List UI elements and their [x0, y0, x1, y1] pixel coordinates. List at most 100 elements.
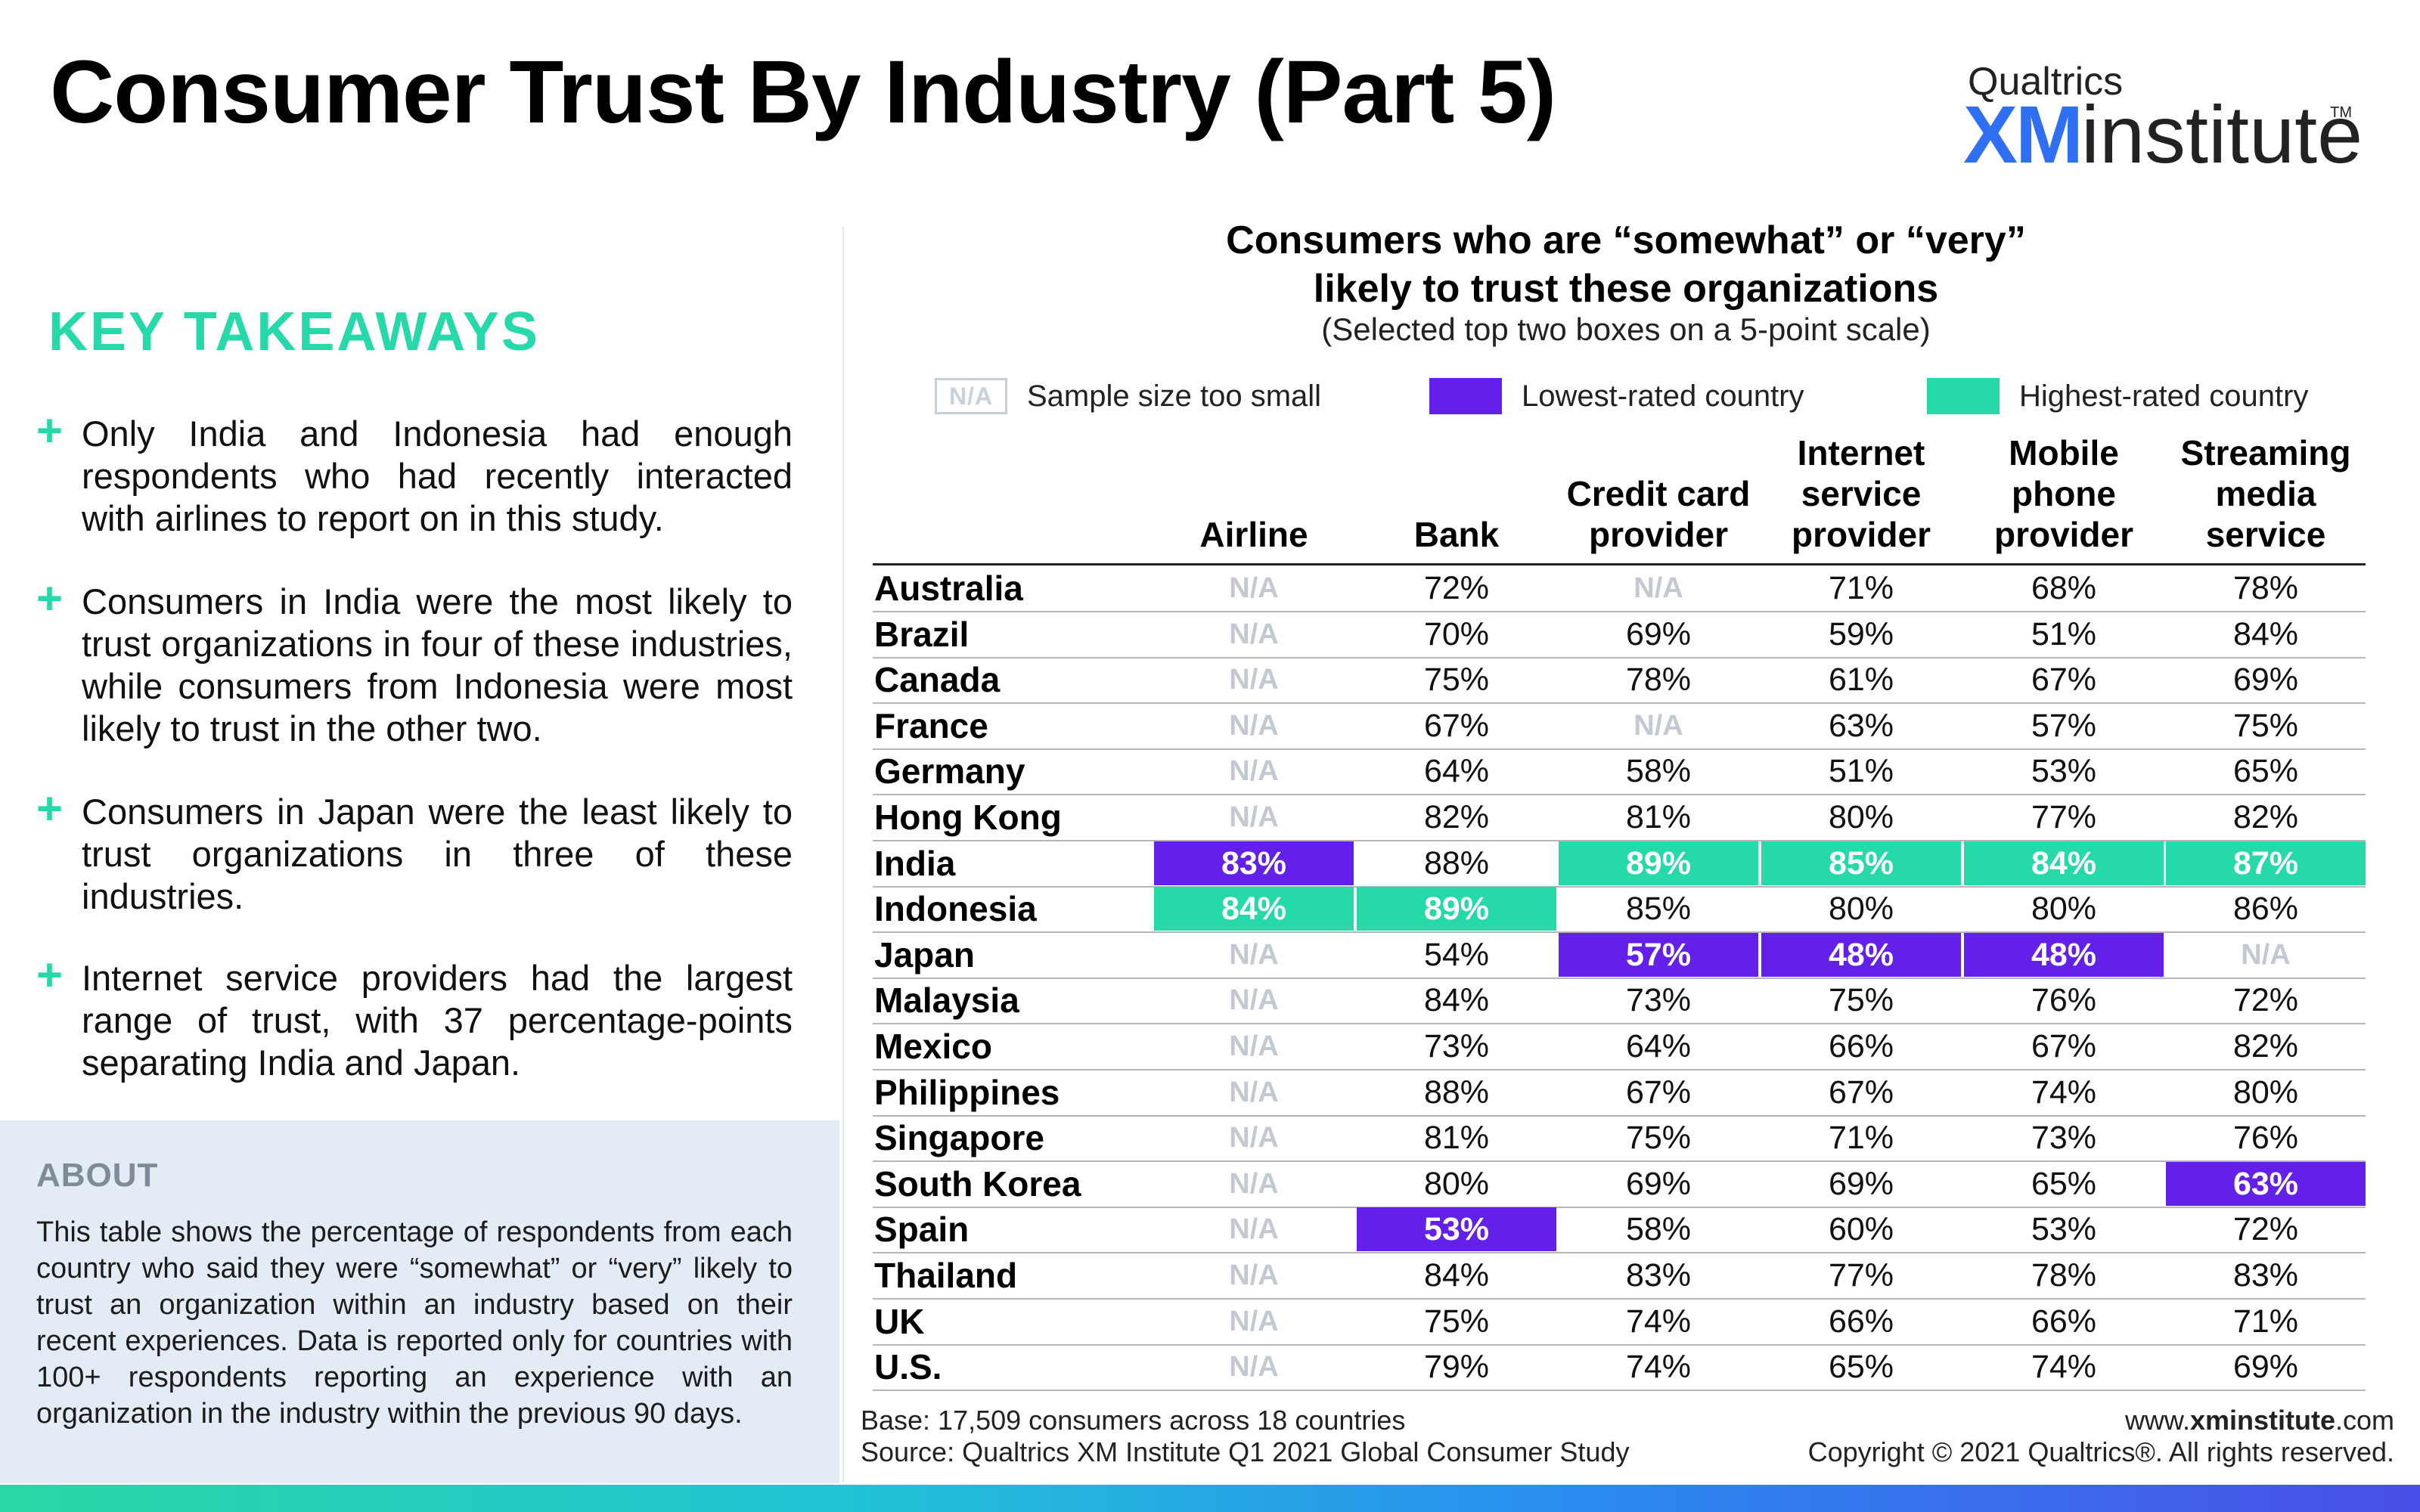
lowest-swatch [1429, 378, 1502, 414]
value-cell: 81% [1423, 1120, 1490, 1157]
value-cell: 68% [2031, 570, 2097, 606]
value-cell: 72% [1423, 570, 1490, 606]
value-cell: 73% [2031, 1120, 2097, 1157]
row-rule [873, 748, 2366, 750]
country-label: Singapore [874, 1118, 1044, 1158]
value-cell: 83% [2232, 1257, 2299, 1294]
takeaway-text: Internet service providers had the large… [82, 958, 793, 1083]
table-row: Philippines N/A 88% 67% 67% 74% 80% [873, 1070, 2366, 1117]
value-cell: 54% [1423, 936, 1490, 973]
value-cell: 48% [1964, 932, 2164, 977]
value-cell: N/A [1229, 1030, 1279, 1062]
value-cell: N/A [1229, 572, 1279, 604]
value-cell: N/A [1229, 1076, 1279, 1108]
panel-divider [842, 227, 844, 1482]
table-row: Canada N/A 75% 78% 61% 67% 69% [873, 658, 2366, 705]
value-cell: 80% [2232, 1074, 2299, 1111]
value-cell: 67% [1423, 707, 1490, 744]
about-text: This table shows the percentage of respo… [36, 1216, 793, 1430]
country-label: Brazil [874, 614, 970, 654]
row-rule [873, 794, 2366, 796]
value-cell: 80% [1828, 799, 1894, 835]
value-cell: N/A [1634, 709, 1683, 742]
value-cell: 84% [2232, 615, 2299, 652]
plus-icon: + [36, 950, 64, 1000]
value-cell: 79% [1423, 1349, 1490, 1386]
column-header-line: Airline [1199, 515, 1308, 554]
value-cell: 65% [1828, 1349, 1894, 1386]
row-rule [873, 611, 2366, 612]
value-cell: 67% [1828, 1074, 1894, 1111]
row-rule [873, 1114, 2366, 1117]
na-swatch: N/A [935, 378, 1007, 414]
footer-notes: Base: 17,509 consumers across 18 countri… [861, 1405, 1629, 1468]
value-cell: 85% [1625, 891, 1692, 928]
column-header-line: provider [1993, 515, 2134, 554]
country-label: U.S. [874, 1347, 942, 1387]
value-cell: 48% [1761, 932, 1961, 977]
value-cell: 63% [1828, 707, 1894, 744]
row-rule [873, 1023, 2366, 1025]
value-cell: 73% [1423, 1028, 1490, 1064]
column-header-line: Bank [1413, 515, 1500, 554]
value-cell: 66% [2031, 1303, 2097, 1340]
value-cell: N/A [1229, 1351, 1279, 1383]
value-cell: 69% [1828, 1165, 1894, 1202]
page-title: Consumer Trust By Industry (Part 5) [50, 42, 1556, 142]
country-label: Malaysia [874, 981, 1019, 1021]
website-link[interactable]: www.xminstitute.com [1808, 1405, 2394, 1436]
value-cell: 84% [1423, 982, 1490, 1019]
value-cell: 77% [2031, 799, 2097, 835]
value-cell: 74% [1625, 1349, 1692, 1386]
row-rule [873, 885, 2366, 888]
column-header-line: phone [2012, 474, 2116, 513]
value-cell: N/A [1229, 1167, 1279, 1200]
legend-item-lowest: Lowest-rated country [1429, 373, 1804, 419]
value-cell: 59% [1828, 615, 1894, 652]
table-row: Singapore N/A 81% 75% 71% 73% 76% [873, 1116, 2366, 1163]
country-label: Indonesia [874, 889, 1037, 929]
xm-institute-logo: Qualtrics XMinstitute TM [1963, 59, 2363, 187]
table-row: India 83% 88% 89% 85% 84% 87% [873, 841, 2366, 888]
value-cell: 57% [1559, 932, 1758, 977]
logo-xm: XM [1963, 88, 2083, 180]
value-cell: 87% [2166, 841, 2366, 885]
value-cell: 82% [1423, 799, 1490, 835]
legend-item-highest: Highest-rated country [1927, 373, 2308, 419]
value-cell: N/A [1229, 664, 1279, 696]
value-cell: 71% [1828, 570, 1894, 606]
value-cell: 73% [1625, 982, 1692, 1019]
table-row: Hong Kong N/A 82% 81% 80% 77% 82% [873, 795, 2366, 841]
country-label: Australia [874, 569, 1023, 608]
value-cell: 70% [1423, 615, 1490, 652]
takeaway-text: Consumers in India were the most likely … [82, 581, 793, 748]
value-cell: 84% [1423, 1257, 1490, 1294]
value-cell: 51% [2031, 615, 2097, 652]
chart-subtitle: (Selected top two boxes on a 5-point sca… [1321, 311, 1931, 347]
table-row: Thailand N/A 84% 83% 77% 78% 83% [873, 1253, 2366, 1300]
value-cell: 74% [2031, 1349, 2097, 1386]
value-cell: 78% [2031, 1257, 2097, 1294]
logo-wordmark: XMinstitute [1963, 94, 2363, 175]
value-cell: 61% [1828, 662, 1894, 699]
chart-title-line-2: likely to trust these organizations [1313, 267, 1939, 311]
value-cell: 75% [1828, 982, 1894, 1019]
value-cell: 51% [1828, 753, 1894, 790]
column-header: Airline [1156, 514, 1352, 555]
table-row: Indonesia 84% 89% 85% 80% 80% 86% [873, 887, 2366, 934]
value-cell: 69% [1625, 615, 1692, 652]
value-cell: 71% [1828, 1120, 1894, 1157]
footer-credits: www.xminstitute.com Copyright © 2021 Qua… [1808, 1405, 2394, 1468]
value-cell: 67% [2031, 1028, 2097, 1064]
value-cell: 69% [1625, 1165, 1692, 1202]
column-header-line: Streaming [2180, 433, 2351, 472]
url-suffix: .com [2335, 1405, 2394, 1436]
value-cell: 86% [2232, 891, 2299, 928]
value-cell: N/A [1229, 1305, 1279, 1337]
table-row: Spain N/A 53% 58% 60% 53% 72% [873, 1207, 2366, 1254]
value-cell: N/A [1634, 572, 1683, 604]
takeaway-item: + Internet service providers had the lar… [36, 953, 793, 1084]
value-cell: 80% [2031, 891, 2097, 928]
table-row: South Korea N/A 80% 69% 69% 65% 63% [873, 1161, 2366, 1208]
value-cell: N/A [1229, 1122, 1279, 1154]
